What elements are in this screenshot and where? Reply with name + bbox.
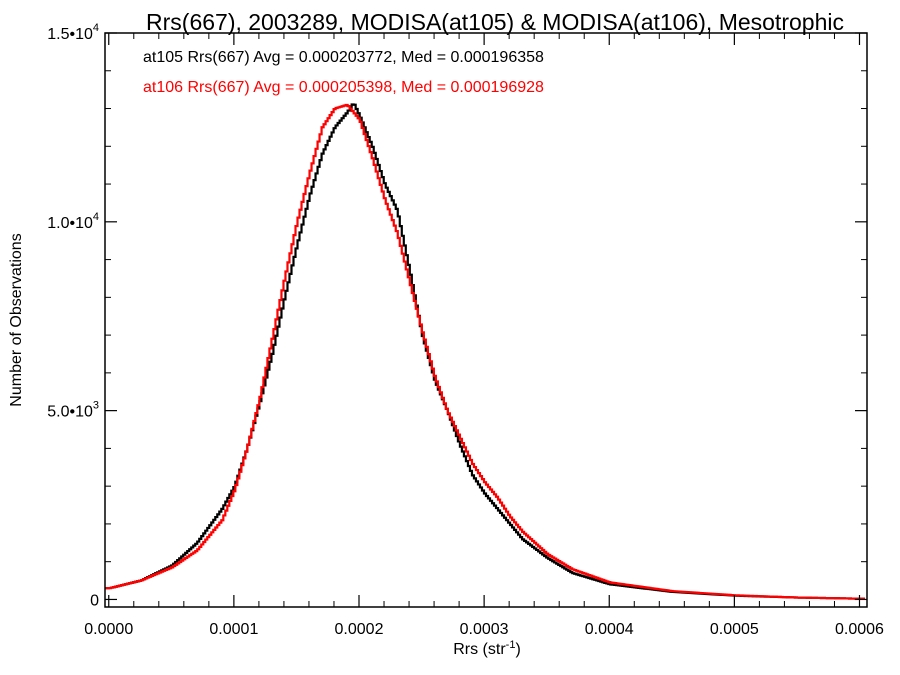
x-tick-label: 0.0003 bbox=[460, 621, 509, 638]
annotation-at106: at106 Rrs(667) Avg = 0.000205398, Med = … bbox=[143, 79, 544, 96]
x-axis-label-end: ) bbox=[515, 641, 520, 658]
annotation-at105: at105 Rrs(667) Avg = 0.000203772, Med = … bbox=[143, 49, 544, 66]
x-tick-label: 0.0006 bbox=[835, 621, 884, 638]
x-axis-label-main: Rrs (str bbox=[453, 641, 506, 658]
x-tick-label: 0.0001 bbox=[209, 621, 258, 638]
y-axis-label: Number of Observations bbox=[8, 233, 25, 406]
ticks-layer: 0.0000 0.0001 0.0002 0.0003 0.0004 0.0005 0.00… bbox=[47, 22, 884, 638]
plot-frame bbox=[104, 32, 868, 608]
y-tick-label: 5.0•103 bbox=[47, 400, 99, 421]
chart-title: Rrs(667), 2003289, MODISA(at105) & MODIS… bbox=[146, 9, 844, 35]
x-tick-label: 0.0005 bbox=[710, 621, 759, 638]
y-tick-label: 1.0•104 bbox=[47, 211, 99, 232]
x-tick-label: 0.0004 bbox=[585, 621, 634, 638]
y-tick-label: 1.5•104 bbox=[47, 22, 99, 43]
y-tick-label: 0 bbox=[90, 592, 99, 609]
x-tick-label: 0.0000 bbox=[84, 621, 133, 638]
x-axis-label: Rrs (str-1) bbox=[453, 639, 521, 658]
series-layer bbox=[105, 103, 865, 600]
series-line-1 bbox=[105, 103, 865, 600]
x-axis-label-sup: -1 bbox=[506, 639, 516, 651]
x-tick-label: 0.0002 bbox=[335, 621, 384, 638]
